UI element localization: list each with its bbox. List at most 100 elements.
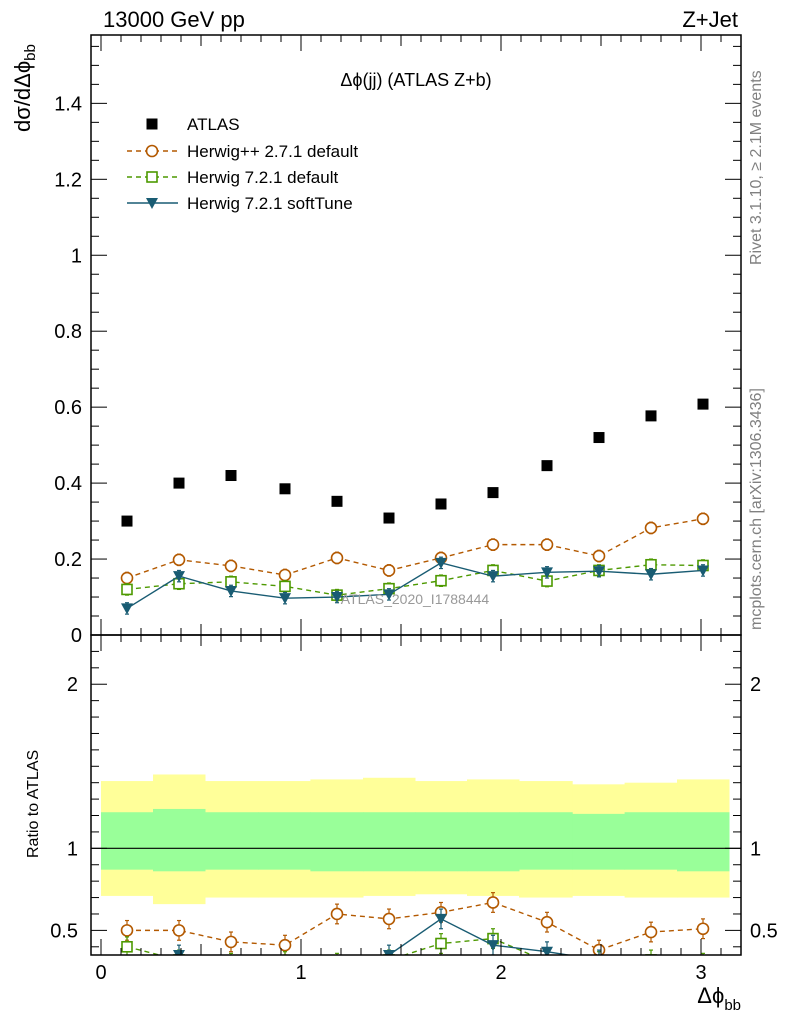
main-point [225,470,237,482]
ratio-point [645,961,657,972]
main-point [331,592,343,604]
legend-item: Herwig++ 2.7.1 default [127,142,358,161]
ratio-point [593,954,605,955]
ratio-point [120,924,134,937]
legend: ATLAS Herwig++ 2.7.1 default Herwig 7.2.1 … [127,115,358,213]
main-series-line [126,562,704,610]
main-point [121,515,133,527]
mcplots-label: mcplots.cern.ch [arXiv:1306.3436] [748,388,765,630]
ratio-series-line [177,918,573,955]
ratio-series-line [126,937,534,955]
main-point [120,571,134,585]
inner-band [153,808,206,872]
main-point [331,495,343,507]
inner-band [258,812,311,870]
ratio-series-1 [121,928,705,968]
ratio-y-tick-label: 1 [67,838,78,860]
ratio-point [172,924,186,937]
process-label: Z+Jet [682,7,738,32]
ratio-point [224,935,238,949]
main-point [593,566,605,578]
ratio-point [594,957,604,967]
ratio-point [280,957,290,967]
main-point [383,512,395,524]
legend-label: ATLAS [187,115,240,134]
ratio-point [435,913,447,925]
inner-band [310,812,364,872]
main-point [487,571,499,583]
main-point [487,487,499,499]
ratio-point [279,966,291,977]
inner-band [624,812,678,870]
main-point [330,551,344,565]
main-y-tick-label: 0.2 [54,549,82,571]
inner-band [415,812,468,872]
legend-marker [146,171,158,183]
main-point [224,559,238,573]
watermark: ATLAS_2020_I1788444 [341,591,490,607]
main-point [278,568,292,582]
main-point [541,460,553,472]
main-point [435,574,447,587]
main-y-tick-label: 1.4 [54,93,82,115]
legend-item: ATLAS [146,115,240,134]
ratio-panel: 0.5 0.5 1 1 2 2 0 1 2 3 Ratio to ATLAS Δϕbb [25,634,778,1014]
ratio-y-tick-label: 0.5 [50,920,78,942]
ratio-point [383,954,395,955]
main-point [382,564,396,577]
ratio-series-2 [173,908,657,977]
ratio-y-axis-label: Ratio to ATLAS [25,750,42,858]
main-point [435,498,447,510]
main-y-axis-label: dσ/dΔϕbb [10,44,39,132]
main-y-tick-label: 1.2 [54,169,82,191]
x-tick-label: 3 [695,962,706,984]
main-series-line [126,518,704,579]
main-point [644,521,658,535]
uncertainty-bands [101,774,730,905]
inner-band [572,813,626,870]
ratio-point [331,961,343,972]
main-point [173,571,185,583]
ratio-point [540,915,554,929]
ratio-point [435,937,447,950]
main-point [486,538,500,551]
ratio-frame [90,634,742,956]
main-point [435,557,447,569]
ratio-point [644,925,658,939]
ratio-point [696,922,710,936]
main-point [279,593,291,605]
main-point [173,477,185,489]
main-point [696,512,710,526]
energy-label: 13000 GeV pp [103,7,245,32]
ratio-point [226,958,236,968]
ratio-y-tick-label: 2 [67,674,78,696]
main-title: Δϕ(jj) (ATLAS Z+b) [340,70,491,90]
inner-band [677,812,730,872]
ratio-point [383,950,395,955]
legend-item: Herwig 7.2.1 default [127,168,338,187]
main-series-1 [120,512,710,585]
ratio-series-0 [120,892,710,955]
legend-marker [146,198,158,209]
main-point [541,567,553,579]
ratio-point [645,954,657,955]
ratio-point [278,938,292,952]
main-point [697,565,709,577]
legend-label: Herwig 7.2.1 default [187,168,338,187]
ratio-point [330,907,344,921]
main-point [121,603,133,615]
main-point [645,569,657,581]
main-series-3 [121,556,709,615]
main-point [645,410,657,422]
legend-marker [146,118,158,130]
main-point [540,538,554,551]
ratio-point [332,958,342,968]
main-point [225,585,237,597]
main-panel: 00.20.40.60.811.21.4 Δϕ(jj) (ATLAS Z+b) … [10,34,742,647]
rivet-label: Rivet 3.1.10, ≥ 2.1M events [748,70,765,265]
ratio-point [121,940,133,953]
main-point [121,583,133,596]
main-point [697,398,709,410]
ratio-series-line [127,901,704,951]
